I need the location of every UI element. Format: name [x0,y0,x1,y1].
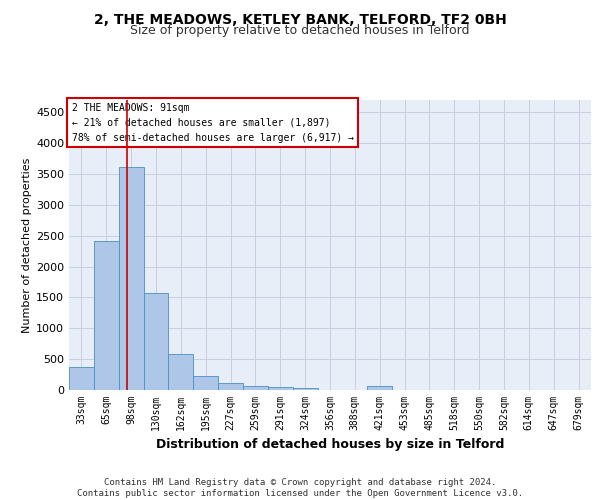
Text: Size of property relative to detached houses in Telford: Size of property relative to detached ho… [130,24,470,37]
Bar [218,383,243,390]
Bar [268,386,293,390]
Y-axis label: Number of detached properties: Number of detached properties [22,158,32,332]
Bar [367,386,392,390]
Bar [243,386,268,390]
Text: 2 THE MEADOWS: 91sqm
← 21% of detached houses are smaller (1,897)
78% of semi-de: 2 THE MEADOWS: 91sqm ← 21% of detached h… [71,103,353,142]
Bar [69,367,94,390]
Text: Contains HM Land Registry data © Crown copyright and database right 2024.
Contai: Contains HM Land Registry data © Crown c… [77,478,523,498]
Bar [293,388,317,390]
Bar [169,354,193,390]
Bar [143,292,169,390]
Bar [119,166,143,390]
X-axis label: Distribution of detached houses by size in Telford: Distribution of detached houses by size … [156,438,504,452]
Text: 2, THE MEADOWS, KETLEY BANK, TELFORD, TF2 0BH: 2, THE MEADOWS, KETLEY BANK, TELFORD, TF… [94,12,506,26]
Bar [94,240,119,390]
Bar [193,376,218,390]
